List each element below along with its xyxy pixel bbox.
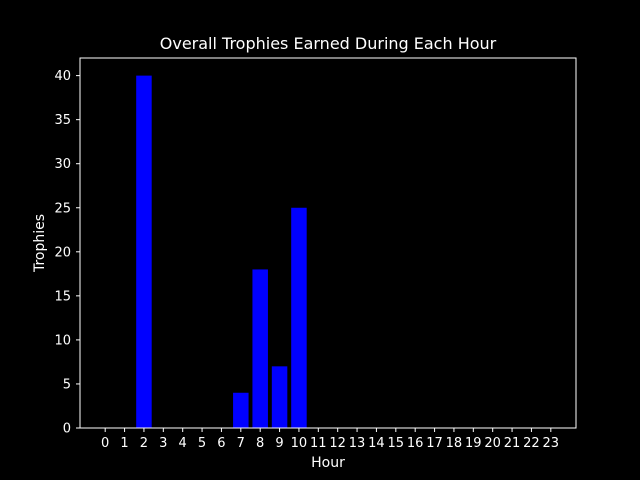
x-tick-label: 9	[275, 436, 283, 451]
x-axis-label: Hour	[311, 455, 345, 471]
x-tick-label: 14	[368, 436, 385, 451]
x-tick-label: 1	[120, 436, 128, 451]
x-tick-label: 20	[484, 436, 501, 451]
y-tick-label: 15	[54, 289, 71, 304]
x-tick-label: 19	[465, 436, 482, 451]
x-tick-label: 7	[237, 436, 245, 451]
chart-title: Overall Trophies Earned During Each Hour	[160, 34, 497, 53]
bar-hour-2	[136, 75, 152, 428]
x-tick-label: 10	[291, 436, 308, 451]
x-tick-label: 6	[217, 436, 225, 451]
x-tick-label: 0	[101, 436, 109, 451]
y-axis-label: Trophies	[32, 214, 48, 273]
x-tick-label: 23	[543, 436, 560, 451]
x-tick-label: 18	[446, 436, 463, 451]
x-tick-label: 15	[388, 436, 405, 451]
y-tick-label: 25	[54, 201, 71, 216]
y-tick-label: 35	[54, 113, 71, 128]
x-tick-label: 11	[310, 436, 327, 451]
bar-hour-8	[252, 269, 268, 428]
x-tick-label: 8	[256, 436, 264, 451]
x-tick-label: 12	[329, 436, 346, 451]
bar-series	[136, 75, 307, 428]
x-tick-label: 21	[504, 436, 521, 451]
x-tick-label: 2	[140, 436, 148, 451]
y-tick-label: 20	[54, 245, 71, 260]
x-tick-label: 16	[407, 436, 424, 451]
y-tick-label: 0	[63, 422, 71, 437]
plot-frame	[79, 57, 577, 429]
y-tick-label: 5	[63, 377, 71, 392]
bar-hour-10	[291, 207, 307, 428]
x-tick-label: 3	[159, 436, 167, 451]
x-tick-label: 5	[198, 436, 206, 451]
bar-hour-7	[233, 392, 249, 428]
x-tick-label: 4	[179, 436, 187, 451]
bar-hour-9	[271, 366, 288, 428]
x-tick-label: 22	[523, 436, 540, 451]
y-tick-label: 10	[54, 333, 71, 348]
x-axis: 0 1 2 3 4 5 6 7 8 9 10 11 12 13 14 15 16 17 18 19 20 21 22 23	[101, 428, 559, 451]
y-axis: 0 5 10 15 20 25 30 35 40	[54, 69, 80, 437]
x-tick-label: 17	[426, 436, 443, 451]
x-tick-label: 13	[349, 436, 366, 451]
y-tick-label: 30	[54, 157, 71, 172]
y-tick-label: 40	[54, 69, 71, 84]
